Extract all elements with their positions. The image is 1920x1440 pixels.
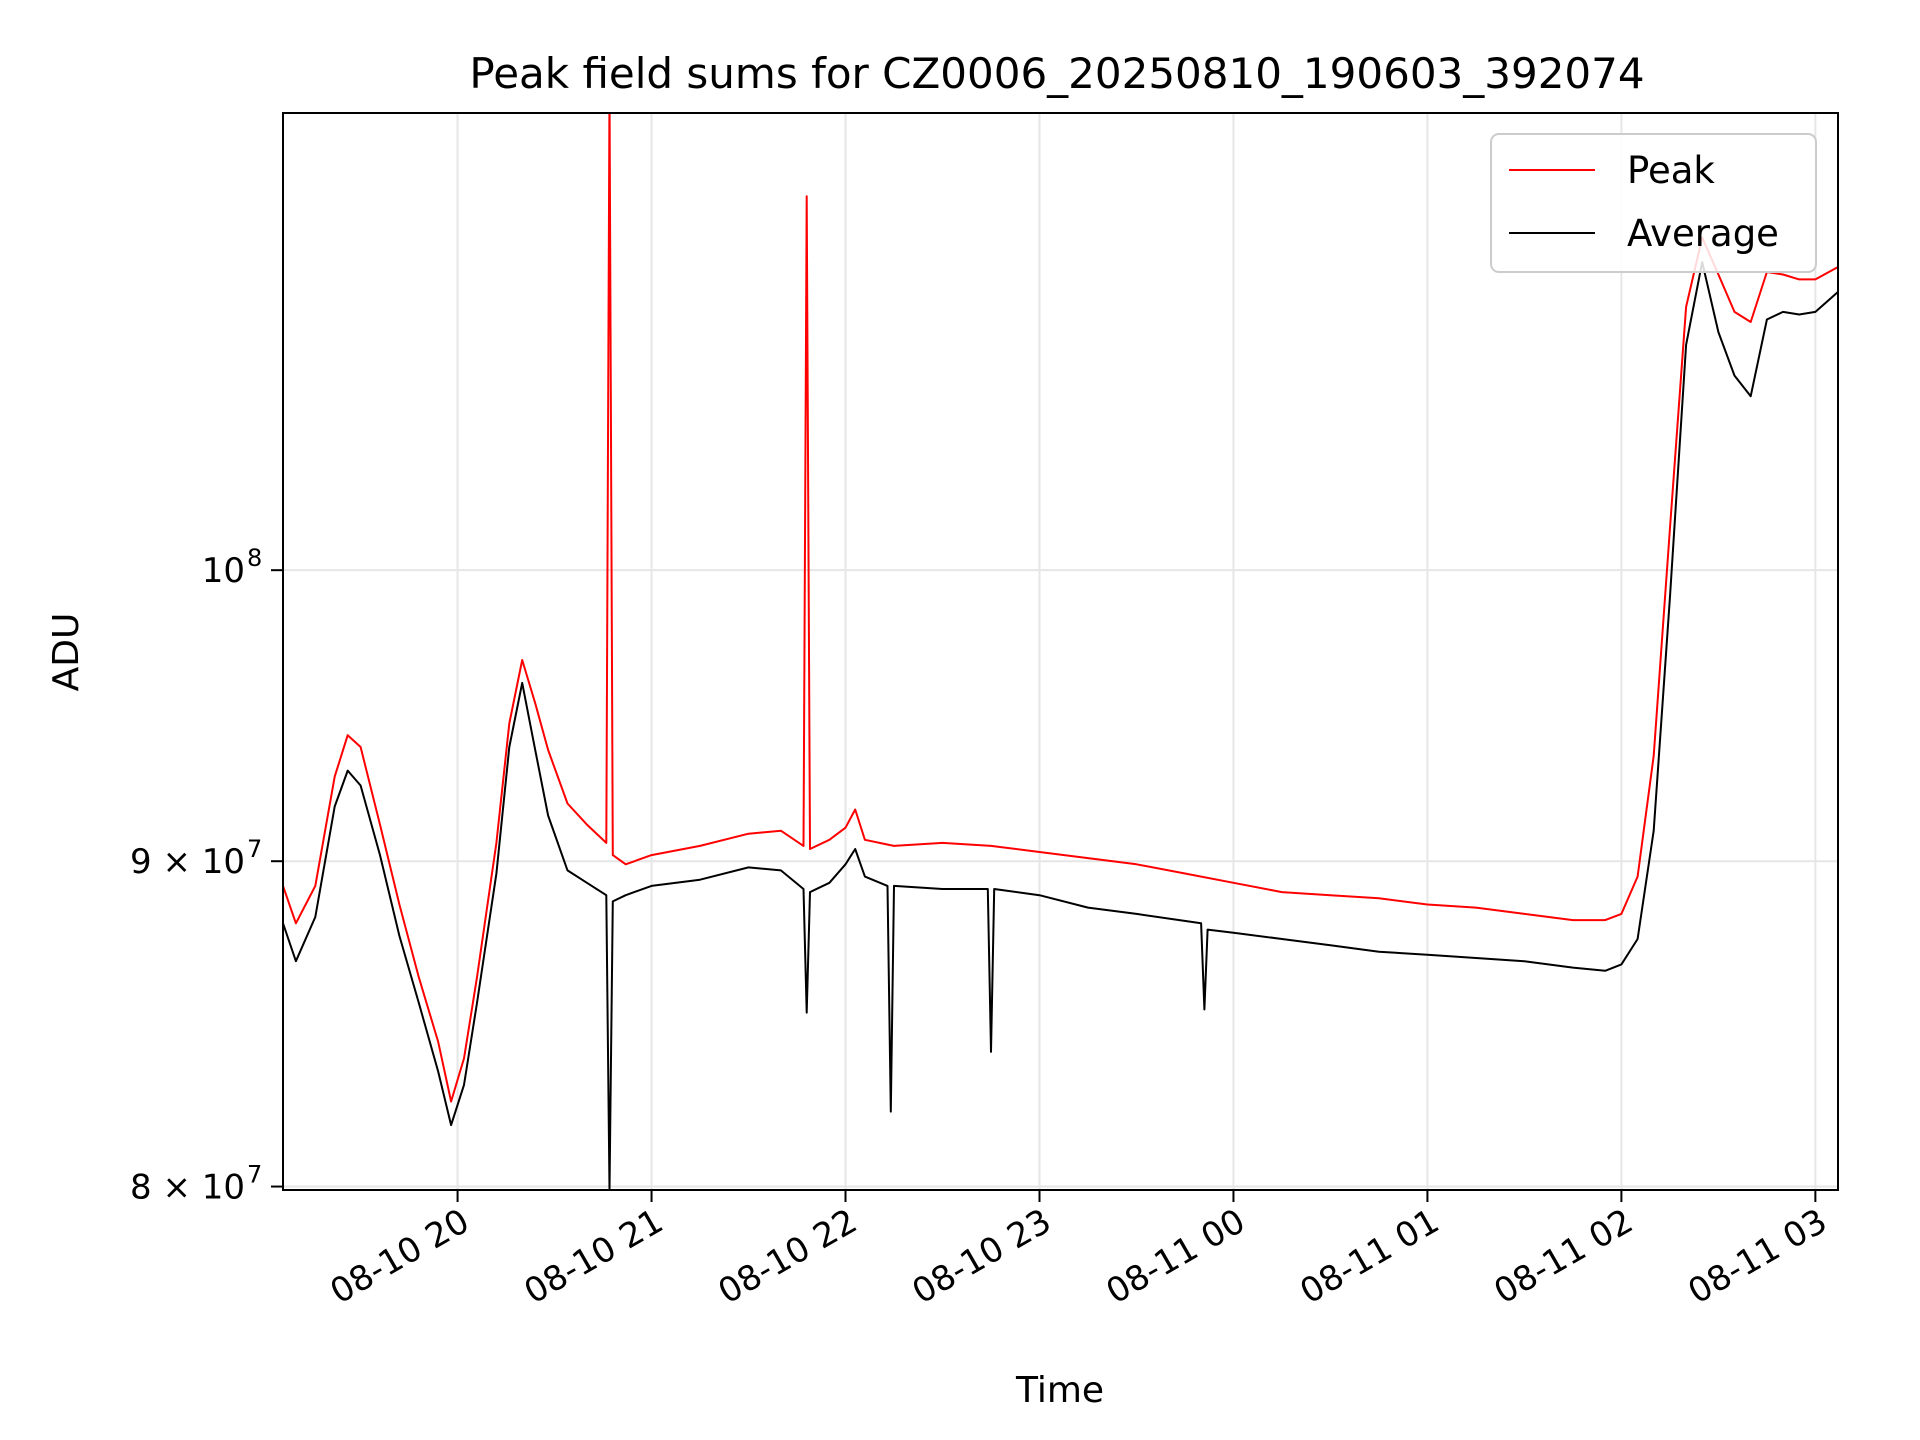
legend-label-peak: Peak bbox=[1627, 149, 1715, 192]
series-layer bbox=[283, 113, 1838, 1190]
series-line-average bbox=[283, 261, 1838, 1190]
series-line-peak bbox=[283, 113, 1838, 1103]
x-axis-label: Time bbox=[1015, 1370, 1104, 1411]
y-tick-label: 8 × 10 7 bbox=[130, 1161, 262, 1208]
chart-title: Peak field sums for CZ0006_20250810_1906… bbox=[469, 49, 1644, 98]
y-tick-label-base: 10 bbox=[202, 551, 245, 591]
y-tick-label-exponent: 7 bbox=[247, 835, 262, 863]
y-tick-label: 10 8 bbox=[202, 544, 263, 591]
y-tick-label-base: 8 × 10 bbox=[130, 1168, 245, 1208]
y-tick-label-exponent: 8 bbox=[247, 544, 262, 572]
y-tick-label-exponent: 7 bbox=[247, 1161, 262, 1189]
y-tick-label: 9 × 10 7 bbox=[130, 835, 262, 882]
legend-box bbox=[1490, 133, 1817, 273]
grid-lines bbox=[283, 113, 1838, 1190]
legend-label-average: Average bbox=[1627, 212, 1779, 255]
legend: Peak Average bbox=[1490, 133, 1817, 273]
y-tick-label-base: 9 × 10 bbox=[130, 842, 245, 882]
plot-area-frame bbox=[282, 112, 1839, 1191]
y-axis-label: ADU bbox=[46, 613, 87, 692]
